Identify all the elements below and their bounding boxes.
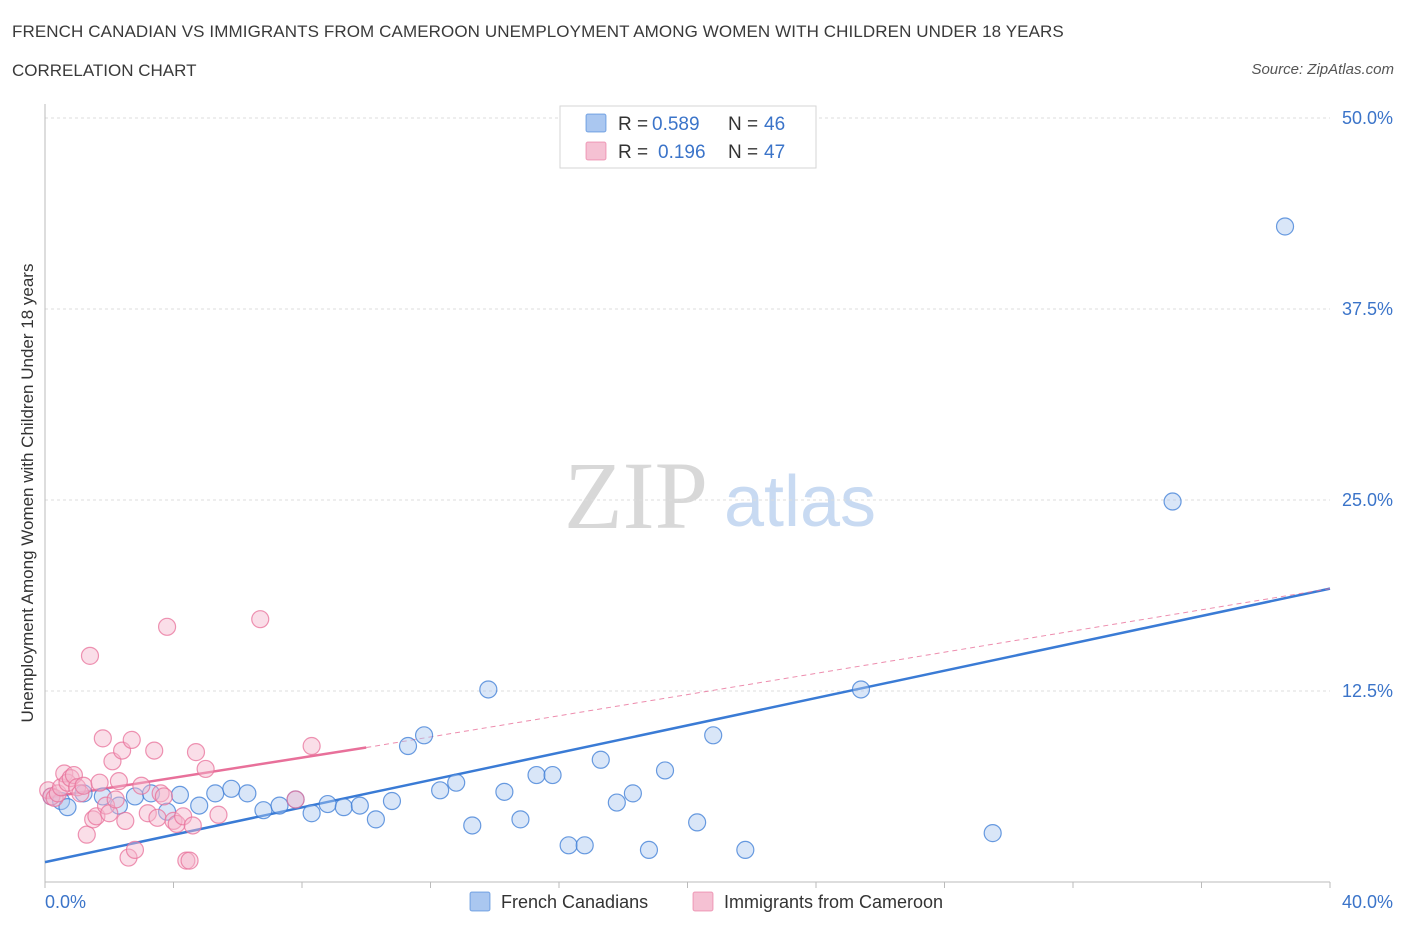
y-axis-title: Unemployment Among Women with Children U… [18, 264, 37, 723]
french-canadians-point [852, 681, 869, 698]
bottom-legend-label: Immigrants from Cameroon [724, 892, 943, 912]
cameroon-point [155, 788, 172, 805]
french-canadians-point [657, 762, 674, 779]
cameroon-point [287, 791, 304, 808]
cameroon-point [184, 817, 201, 834]
french-canadians-point [335, 799, 352, 816]
cameroon-point [252, 611, 269, 628]
french-canadians-point [640, 841, 657, 858]
cameroon-point [94, 730, 111, 747]
french-canadians-point [303, 805, 320, 822]
french-canadians-point [383, 793, 400, 810]
french-canadians-point [512, 811, 529, 828]
x-tick-label: 0.0% [45, 892, 86, 912]
cameroon-point [107, 791, 124, 808]
trend-lines [45, 589, 1330, 863]
cameroon-point [133, 777, 150, 794]
french-canadians-point [171, 786, 188, 803]
french-canadians-point [432, 782, 449, 799]
legend-r-label: R = [618, 114, 648, 135]
french-canadians-point [271, 797, 288, 814]
cameroon-point [159, 618, 176, 635]
french-canadians-point [984, 825, 1001, 842]
french-canadians-point [624, 785, 641, 802]
legend-n-value: 46 [764, 114, 785, 135]
cameroon-point [146, 742, 163, 759]
legend-swatch-pink [586, 142, 606, 160]
french-canadians-point [544, 767, 561, 784]
french-canadians-point [448, 774, 465, 791]
cameroon-point [78, 826, 95, 843]
french-canadians-point [239, 785, 256, 802]
cameroon-trendline-extension [366, 589, 1330, 748]
french-canadians-point [207, 785, 224, 802]
x-tick-label: 40.0% [1342, 892, 1393, 912]
french-canadians-point [560, 837, 577, 854]
french-canadians-point [1164, 493, 1181, 510]
french-canadians-point [319, 796, 336, 813]
cameroon-point [181, 852, 198, 869]
french-canadians-point [608, 794, 625, 811]
bottom-legend-swatch-blue [470, 892, 490, 911]
cameroon-point [210, 806, 227, 823]
french-canadians-point [351, 797, 368, 814]
legend-n-label: N = [728, 142, 758, 163]
french-canadians-point [400, 738, 417, 755]
legend-n-label: N = [728, 114, 758, 135]
french-canadians-point [705, 727, 722, 744]
legend-r-value: 0.589 [652, 114, 700, 135]
y-tick-label: 12.5% [1342, 681, 1393, 701]
cameroon-point [303, 738, 320, 755]
correlation-legend: R = 0.589 N = 46 R = 0.196 N = 47 [560, 106, 816, 168]
legend-r-label: R = [618, 142, 648, 163]
bottom-legend-label: French Canadians [501, 892, 648, 912]
grid [45, 118, 1330, 691]
legend-swatch-blue [586, 114, 606, 132]
french-canadians-point [191, 797, 208, 814]
french-canadians-point [528, 767, 545, 784]
cameroon-point [117, 812, 134, 829]
cameroon-point [91, 774, 108, 791]
y-tick-label: 50.0% [1342, 108, 1393, 128]
legend-n-value: 47 [764, 142, 785, 163]
french-canadians-point [367, 811, 384, 828]
french-canadians-point [480, 681, 497, 698]
french-canadians-point [576, 837, 593, 854]
watermark-zip: ZIP [564, 442, 708, 549]
cameroon-point [81, 647, 98, 664]
french-canadians-point [416, 727, 433, 744]
cameroon-point [126, 841, 143, 858]
french-canadians-point [1277, 218, 1294, 235]
french-canadians-point [255, 802, 272, 819]
french-canadians-point [496, 783, 513, 800]
cameroon-point [187, 744, 204, 761]
y-tick-label: 37.5% [1342, 299, 1393, 319]
french-canadians-point [223, 780, 240, 797]
cameroon-point [75, 777, 92, 794]
french-canadians-point [737, 841, 754, 858]
bottom-legend-swatch-pink [693, 892, 713, 911]
series-legend: French Canadians Immigrants from Cameroo… [470, 892, 943, 912]
cameroon-point [123, 731, 140, 748]
french-canadians-point [689, 814, 706, 831]
legend-r-value: 0.196 [658, 142, 706, 163]
french-canadians-point [464, 817, 481, 834]
french-canadians-trendline [45, 589, 1330, 863]
watermark-atlas: atlas [724, 462, 876, 542]
y-tick-label: 25.0% [1342, 490, 1393, 510]
scatter-chart: ZIP atlas 12.5%25.0%37.5%50.0%0.0% 40.0% … [0, 0, 1406, 930]
french-canadians-point [592, 751, 609, 768]
cameroon-point [197, 760, 214, 777]
cameroon-point [110, 773, 127, 790]
cameroon-point [149, 809, 166, 826]
